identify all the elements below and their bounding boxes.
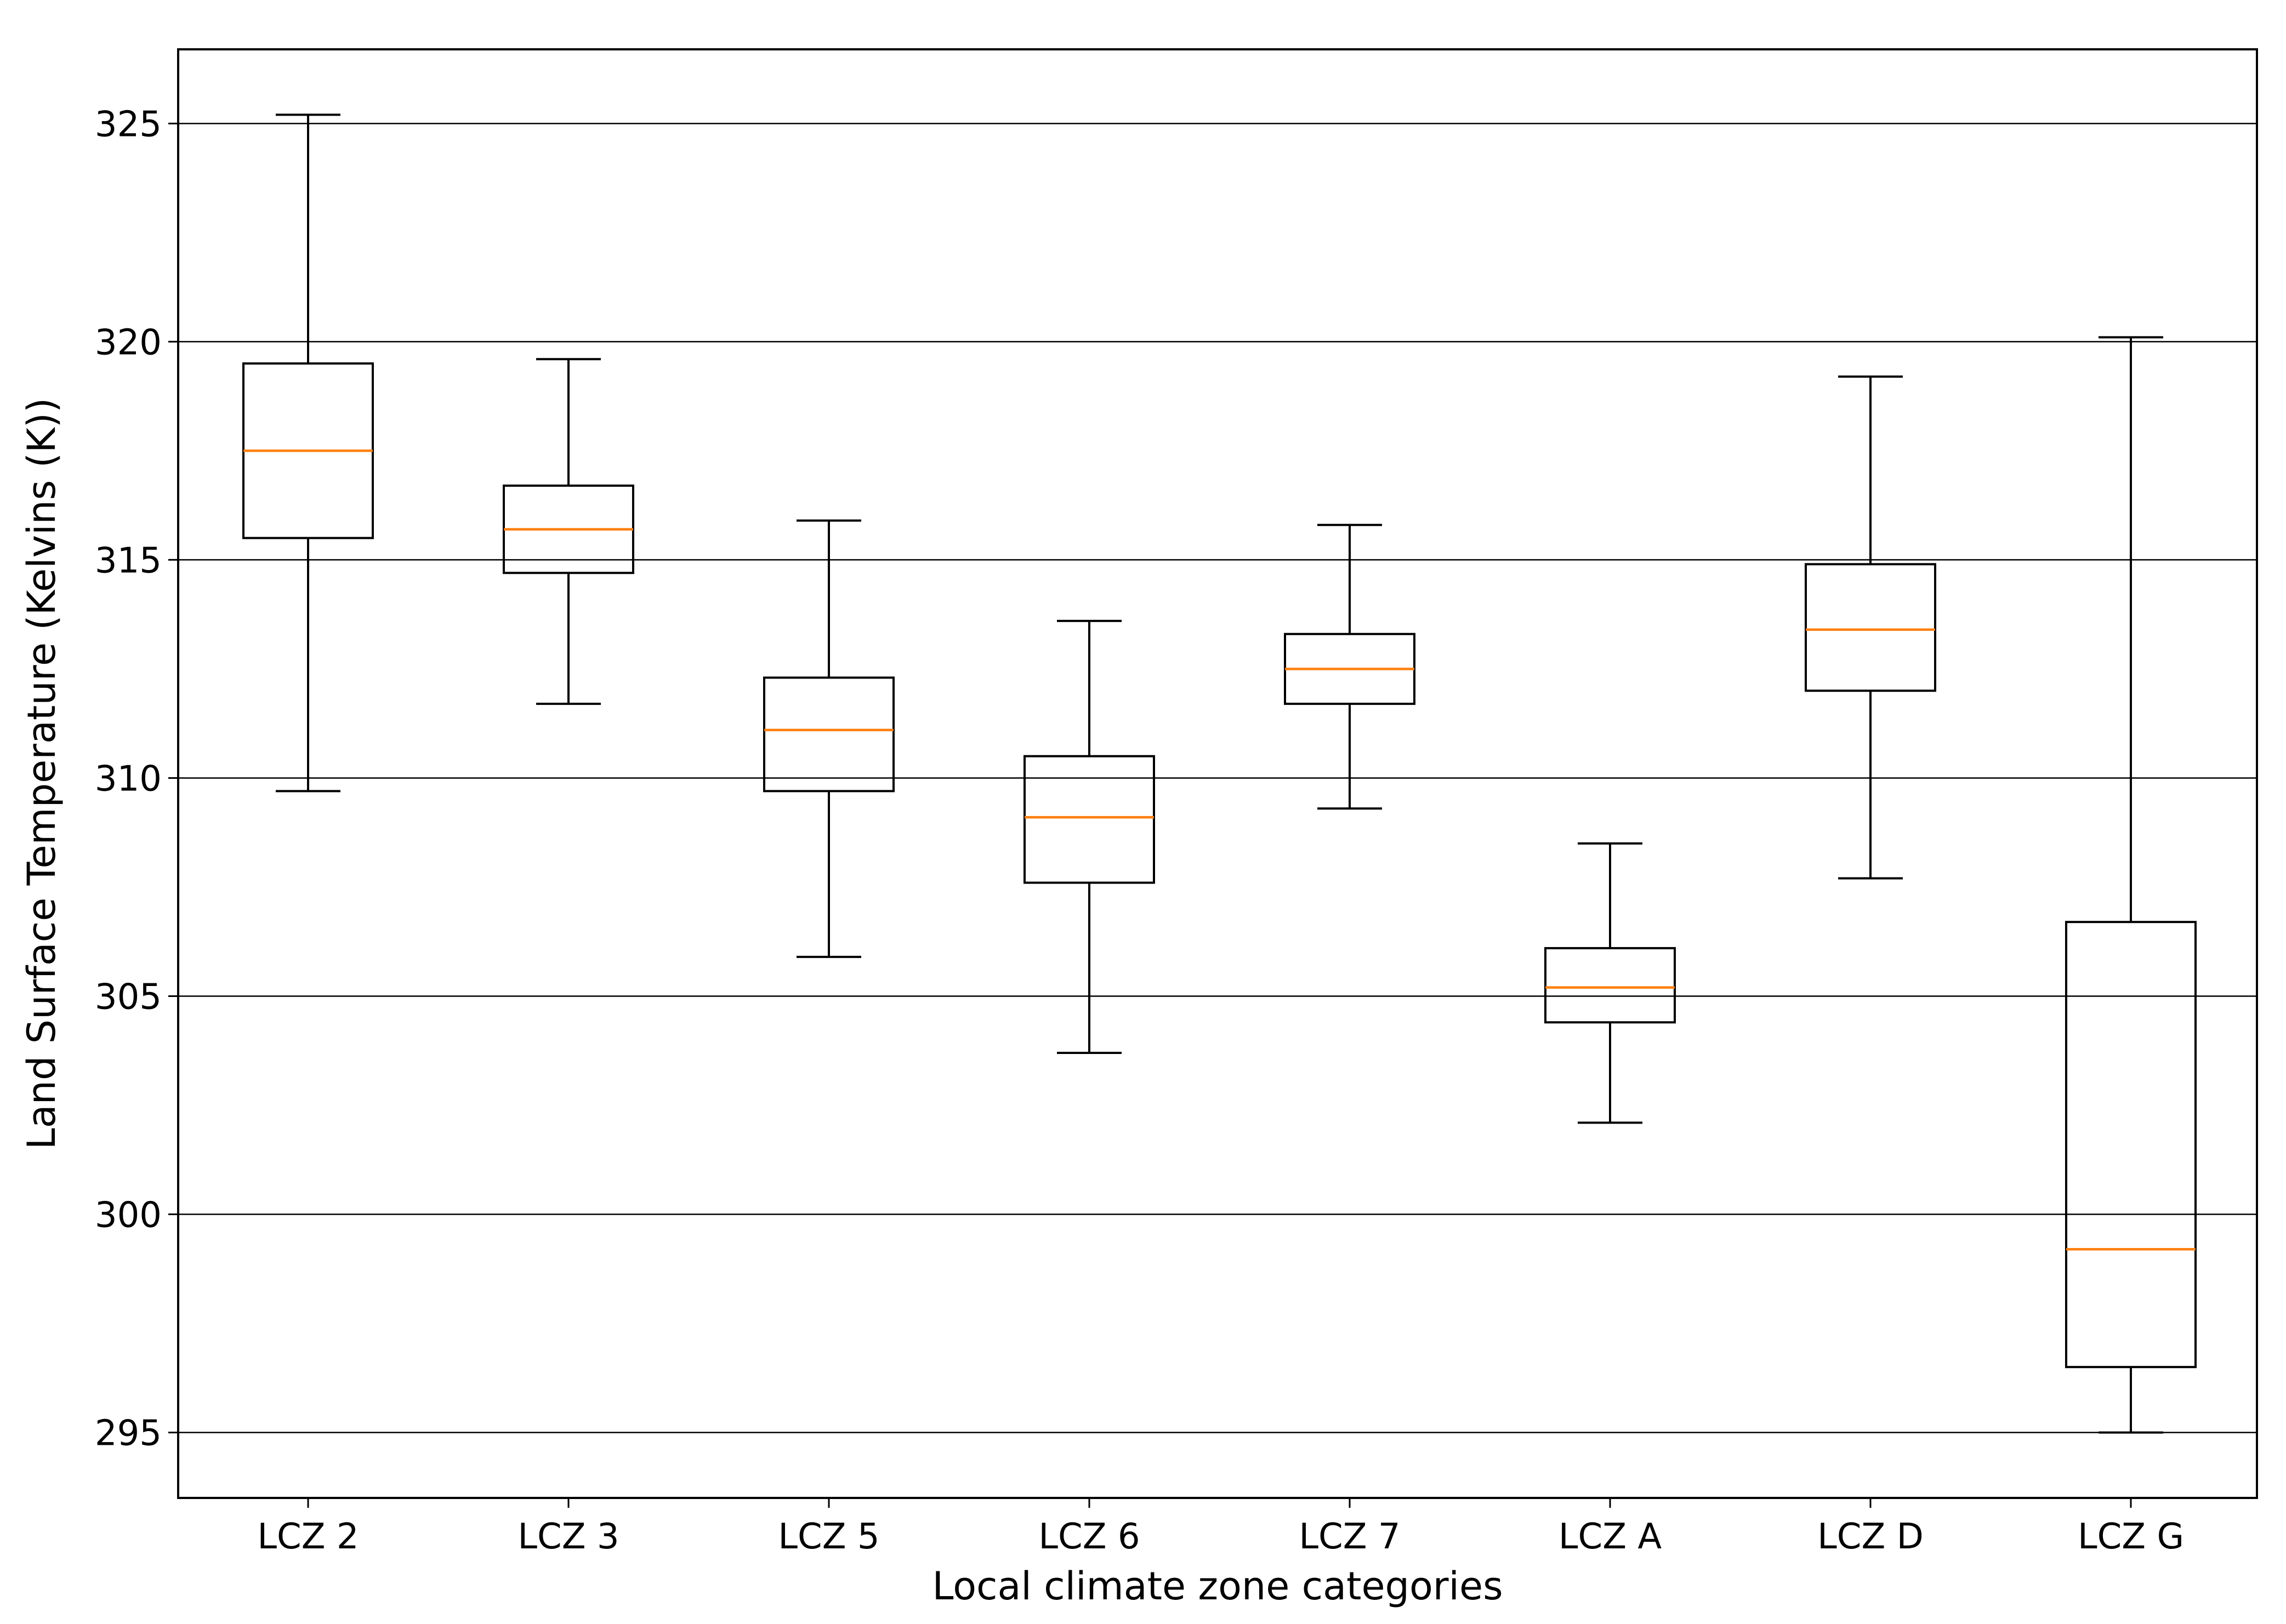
boxes bbox=[242, 113, 2197, 1434]
ytick-label-305: 305 bbox=[95, 977, 162, 1018]
xtick-label: LCZ 6 bbox=[1038, 1517, 1140, 1557]
box-lcz-7 bbox=[1284, 523, 1415, 810]
box-lcz-5 bbox=[763, 519, 895, 958]
xtick-label: LCZ D bbox=[1817, 1517, 1924, 1557]
xtick-label: LCZ 5 bbox=[778, 1517, 879, 1557]
box-iqr bbox=[1544, 947, 1676, 1024]
ytick-label-320: 320 bbox=[95, 322, 162, 363]
xtick-label: LCZ G bbox=[2078, 1517, 2184, 1557]
box-lcz-6 bbox=[1023, 619, 1155, 1054]
y-axis-title: Land Surface Temperature (Kelvins (K)) bbox=[19, 398, 64, 1150]
ticks: 295 300 305 310 315 320 325 LCZ 2 LCZ 3 LCZ 5 LCZ … bbox=[95, 104, 2184, 1557]
box-iqr bbox=[1023, 755, 1155, 884]
xtick-label: LCZ 7 bbox=[1299, 1517, 1400, 1557]
gridlines bbox=[178, 123, 2257, 1433]
ytick-label-315: 315 bbox=[95, 540, 162, 581]
x-axis-title: Local climate zone categories bbox=[932, 1564, 1503, 1609]
xtick-label: LCZ A bbox=[1559, 1517, 1662, 1557]
box-lcz-g bbox=[2065, 336, 2197, 1434]
ytick-label-295: 295 bbox=[95, 1414, 162, 1454]
box-iqr bbox=[2065, 921, 2197, 1369]
box-lcz-d bbox=[1805, 375, 1936, 880]
ytick-label-300: 300 bbox=[95, 1195, 162, 1236]
ytick-label-310: 310 bbox=[95, 759, 162, 799]
box-lcz-a bbox=[1544, 842, 1676, 1124]
xtick-label: LCZ 2 bbox=[257, 1517, 359, 1557]
box-lcz-3 bbox=[503, 358, 634, 705]
xtick-label: LCZ 3 bbox=[518, 1517, 619, 1557]
box-lcz-2 bbox=[242, 113, 374, 793]
box-iqr bbox=[763, 676, 895, 793]
ytick-label-325: 325 bbox=[95, 104, 162, 145]
box-iqr bbox=[1805, 563, 1936, 692]
plot-frame bbox=[177, 48, 2258, 1499]
